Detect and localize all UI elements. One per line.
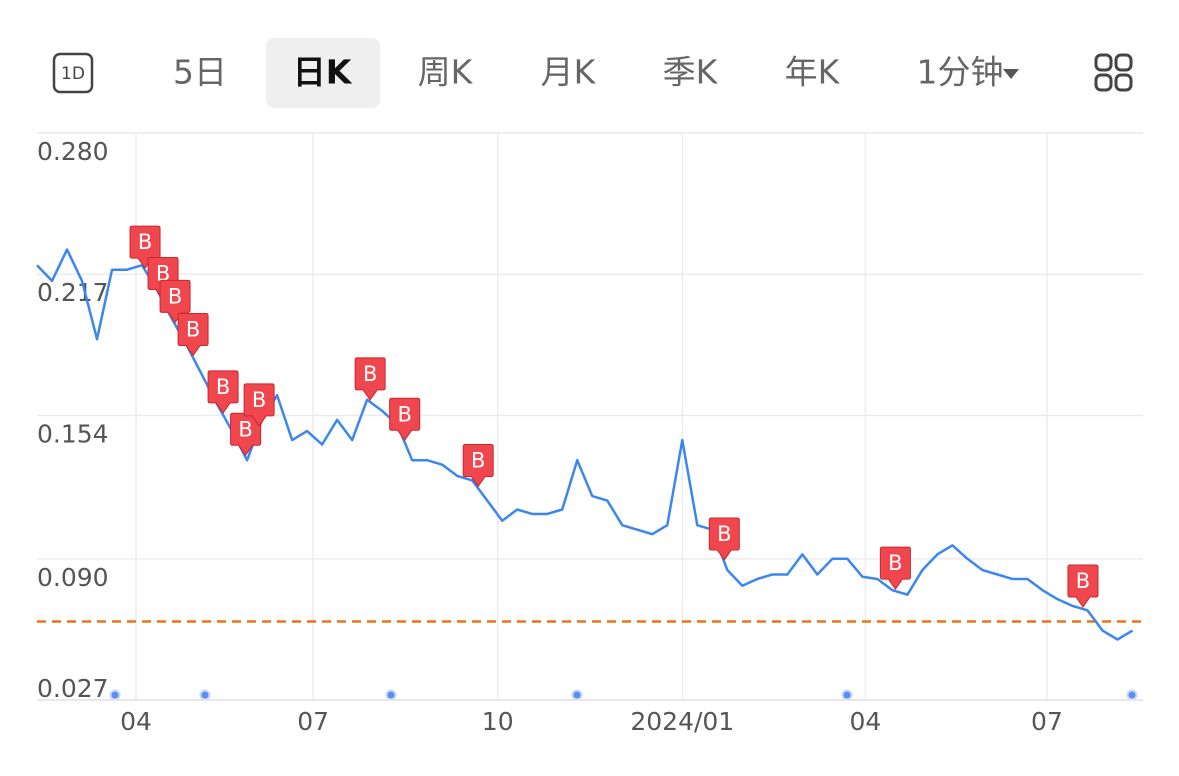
x-tick-label: 2024/01 xyxy=(630,707,734,736)
tab-highlight xyxy=(266,38,380,108)
buy-marker xyxy=(879,546,911,590)
buy-marker xyxy=(389,397,421,442)
buy-marker-label: B xyxy=(216,375,230,399)
buy-marker-label: B xyxy=(156,262,170,286)
tab[interactable]: 周K xyxy=(418,53,474,92)
buy-marker xyxy=(159,279,191,324)
buy-marker-label: B xyxy=(1076,569,1090,593)
buy-marker-label: B xyxy=(138,230,152,254)
dropdown-arrow xyxy=(1003,69,1019,79)
tab[interactable]: 日K xyxy=(293,53,353,92)
y-tick-label: 0.217 xyxy=(37,278,109,307)
buy-marker-label: B xyxy=(471,448,485,472)
icon-frame[interactable] xyxy=(52,52,94,94)
buy-marker-label: B xyxy=(397,402,411,426)
buy-marker xyxy=(708,517,740,561)
buy-marker xyxy=(207,370,239,414)
tab[interactable]: 季K xyxy=(663,53,719,92)
x-tick-label: 10 xyxy=(482,707,514,736)
y-tick-label: 0.027 xyxy=(37,674,109,703)
tab[interactable]: 年K xyxy=(785,53,841,92)
tab[interactable]: 5日 xyxy=(173,53,227,92)
y-tick-label: 0.154 xyxy=(37,419,109,448)
x-tick-label: 07 xyxy=(297,707,329,736)
buy-marker-label: B xyxy=(252,388,266,412)
buy-marker-label: B xyxy=(888,551,902,575)
buy-marker xyxy=(243,383,275,427)
y-tick-label: 0.280 xyxy=(37,137,109,166)
event-dots xyxy=(109,689,1138,701)
y-tick-label: 0.090 xyxy=(37,563,109,592)
buy-marker-label: B xyxy=(168,284,182,308)
buy-marker xyxy=(462,443,494,488)
x-tick-label: 04 xyxy=(120,707,152,736)
icon-label[interactable]: 1D xyxy=(61,64,85,84)
buy-marker-label: B xyxy=(186,318,200,342)
buy-marker-label: B xyxy=(238,417,252,441)
tab[interactable]: 1分钟 xyxy=(917,53,1004,92)
x-tick-label: 07 xyxy=(1031,707,1063,736)
buy-marker-label: B xyxy=(717,522,731,546)
buy-marker xyxy=(1067,564,1099,608)
grid-icon[interactable] xyxy=(1094,53,1133,92)
x-tick-label: 04 xyxy=(849,707,881,736)
buy-marker-label: B xyxy=(363,362,377,386)
buy-marker xyxy=(354,357,386,401)
buy-marker xyxy=(177,313,209,357)
tab[interactable]: 月K xyxy=(541,53,597,92)
price-line xyxy=(36,248,1134,641)
